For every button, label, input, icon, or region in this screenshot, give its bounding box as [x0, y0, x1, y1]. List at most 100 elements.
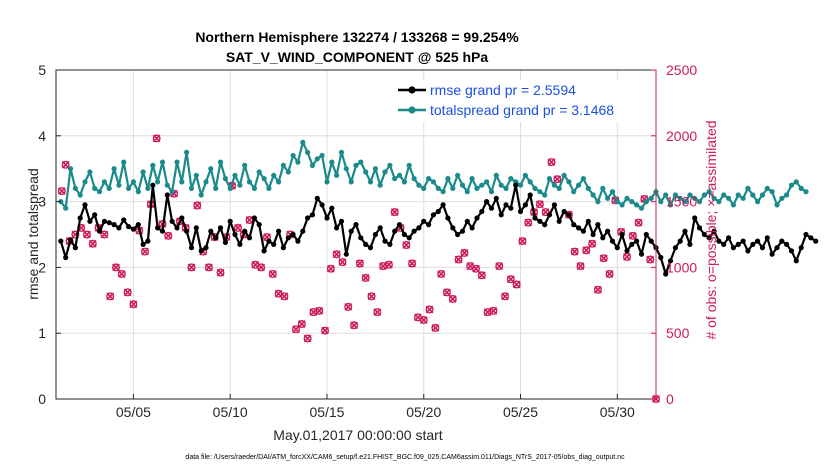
- rmse-point: [401, 231, 407, 238]
- obs-assimilated-point: [112, 263, 120, 272]
- obs-assimilated-point: [234, 224, 242, 232]
- totalspread-point: [629, 199, 635, 205]
- totalspread-point: [803, 189, 809, 195]
- obs-possible-point: [187, 263, 196, 272]
- rmse-point: [638, 251, 645, 257]
- obs-assimilated-point: [605, 270, 614, 278]
- obs-assimilated-point: [326, 264, 335, 273]
- obs-assimilated-point: [634, 218, 643, 227]
- obs-possible-point: [57, 187, 66, 196]
- rmse-point: [532, 215, 538, 221]
- x-tick-label: 05/20: [406, 404, 441, 420]
- totalspread-point: [242, 162, 248, 168]
- totalspread-point: [522, 172, 529, 178]
- rmse-point: [619, 231, 625, 238]
- rmse-point: [537, 218, 543, 224]
- totalspread-point: [576, 182, 582, 188]
- obs-assimilated-point: [390, 208, 399, 216]
- y-axis-left-label: rmse and totalspread: [25, 168, 41, 300]
- rmse-point: [643, 231, 649, 238]
- obs-possible-point: [425, 305, 434, 314]
- totalspread-point: [426, 176, 432, 182]
- obs-possible-point: [437, 269, 446, 278]
- totalspread-point: [421, 185, 427, 191]
- y-right-tick-label: 0: [666, 391, 674, 407]
- obs-assimilated-point: [356, 259, 364, 268]
- obs-possible-point: [297, 319, 306, 328]
- totalspread-point: [600, 185, 606, 191]
- totalspread-point: [309, 162, 316, 168]
- rmse-point: [726, 235, 732, 241]
- obs-possible-point: [384, 260, 393, 269]
- rmse-point: [290, 231, 296, 238]
- totalspread-point: [469, 176, 475, 182]
- totalspread-point: [382, 169, 388, 175]
- rmse-point: [222, 239, 228, 245]
- y-right-tick-label: 2500: [666, 62, 697, 78]
- rmse-point: [455, 231, 461, 238]
- x-axis: 05/05 05/10 05/15 05/20 05/25 05/30: [116, 394, 635, 420]
- y-left-tick-label: 2: [38, 259, 46, 275]
- totalspread-point: [155, 179, 161, 185]
- obs-possible-point: [448, 294, 457, 303]
- totalspread-point: [135, 189, 141, 195]
- totalspread-point: [203, 179, 209, 185]
- obs-possible-point: [373, 308, 382, 317]
- totalspread-point: [551, 182, 558, 188]
- rmse-point: [808, 235, 814, 241]
- rmse-point: [67, 237, 74, 243]
- obs-possible-point: [82, 230, 91, 239]
- totalspread-point: [696, 199, 703, 205]
- obs-possible-point: [338, 258, 347, 267]
- obs-possible-point: [152, 134, 161, 143]
- obs-possible-point: [204, 263, 213, 272]
- totalspread-point: [571, 189, 577, 195]
- rmse-point: [363, 241, 369, 247]
- rmse-point: [561, 208, 567, 215]
- legend-spread-marker: [408, 106, 416, 114]
- obs-possible-point: [106, 292, 115, 301]
- totalspread-point: [624, 195, 630, 201]
- totalspread-point: [459, 182, 466, 188]
- y-left-tick-label: 0: [38, 391, 46, 407]
- chart-subtitle: SAT_V_WIND_COMPONENT @ 525 hPa: [226, 49, 489, 65]
- totalspread-point: [77, 192, 83, 198]
- rmse-point: [546, 212, 553, 218]
- obs-assimilated-point: [472, 264, 480, 273]
- rmse-point: [208, 228, 214, 234]
- rmse-point: [358, 235, 364, 241]
- totalspread-point: [648, 195, 654, 201]
- rmse-point: [155, 225, 161, 231]
- totalspread-point: [556, 185, 562, 191]
- obs-assimilated-point: [292, 325, 300, 334]
- rmse-point: [348, 228, 354, 234]
- y-axis-right: 0 500 1000 1500 2000 2500: [651, 62, 697, 407]
- obs-assimilated-point: [506, 275, 515, 284]
- totalspread-point: [324, 179, 330, 185]
- obs-assimilated-point: [628, 231, 637, 240]
- totalspread-point: [126, 185, 132, 191]
- totalspread-point: [130, 179, 136, 185]
- rmse-point: [648, 238, 654, 244]
- obs-possible-point: [460, 248, 469, 257]
- totalspread-point: [159, 159, 166, 165]
- rmse-point: [474, 215, 480, 221]
- totalspread-point: [193, 172, 199, 178]
- rmse-point: [130, 226, 136, 232]
- totalspread-point: [406, 162, 412, 168]
- totalspread-point: [184, 149, 190, 155]
- rmse-point: [488, 205, 495, 211]
- rmse-point: [203, 245, 209, 251]
- totalspread-point: [251, 185, 257, 191]
- rmse-point: [435, 208, 441, 215]
- obs-assimilated-point: [431, 324, 440, 332]
- obs-possible-point: [326, 264, 335, 273]
- rmse-point: [377, 225, 383, 231]
- totalspread-point: [755, 199, 761, 205]
- totalspread-point: [222, 176, 228, 182]
- totalspread-point: [314, 156, 320, 162]
- totalspread-point: [677, 195, 683, 201]
- rmse-point: [169, 218, 175, 224]
- totalspread-point: [634, 202, 640, 208]
- rmse-point: [387, 241, 393, 247]
